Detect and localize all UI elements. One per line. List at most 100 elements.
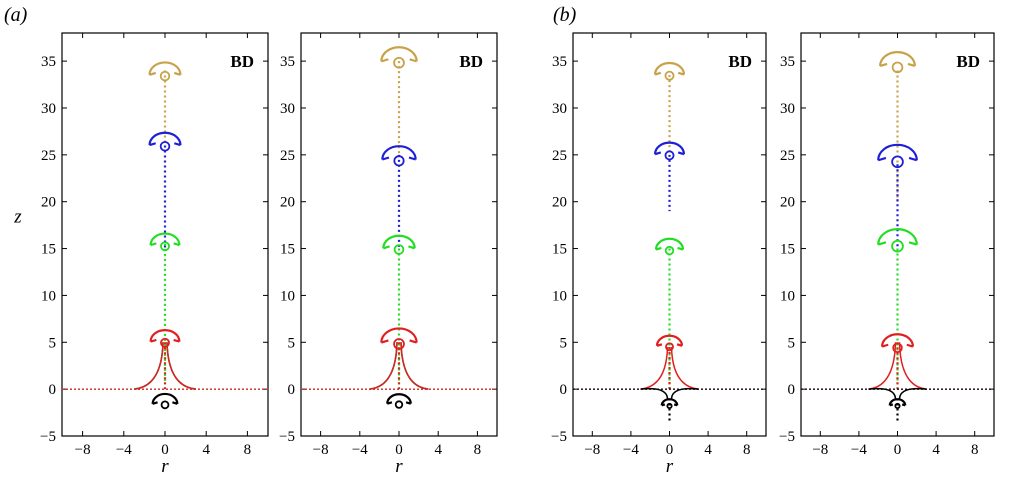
y-tick-label: 15 [780, 242, 795, 258]
series-red [573, 334, 766, 390]
cap-core [892, 342, 903, 354]
y-tick-label: −5 [279, 429, 295, 445]
cap-core [160, 400, 170, 410]
cap-core [891, 61, 904, 74]
series-black [386, 393, 412, 409]
x-tick-label: −4 [851, 442, 867, 458]
mushroom-cap [655, 334, 684, 347]
y-tick-label: 25 [780, 148, 795, 164]
bd-annotation: BD [459, 52, 483, 71]
y-tick-label: 30 [780, 101, 795, 117]
x-tick-label: 8 [971, 442, 979, 458]
mushroom-cap [880, 333, 915, 348]
y-tick-label: 35 [41, 54, 56, 70]
bd-annotation: BD [956, 52, 980, 71]
y-tick-label: 15 [41, 242, 56, 258]
meniscus [134, 342, 196, 390]
y-tick-label: 10 [552, 288, 567, 304]
y-tick-label: 20 [780, 195, 795, 211]
series-gold [879, 50, 916, 202]
x-tick-label: 8 [244, 442, 252, 458]
cap-core [891, 155, 904, 169]
series-green [654, 237, 685, 385]
x-tick-label: 0 [666, 442, 674, 458]
plot-area [62, 61, 268, 410]
x-tick-label: 4 [932, 442, 940, 458]
y-tick-label: 10 [280, 288, 295, 304]
series-blue [653, 141, 686, 212]
mushroom-cap [654, 237, 685, 251]
mushroom-cap [382, 234, 416, 250]
x-axis-label: r [161, 456, 169, 477]
y-tick-label: 20 [552, 195, 567, 211]
mushroom-cap [151, 392, 179, 405]
x-tick-label: 4 [434, 442, 442, 458]
cap-core [664, 245, 675, 256]
mushroom-cap [888, 398, 907, 407]
series-black [151, 392, 179, 410]
series-gold [148, 61, 182, 202]
y-tick-label: 0 [49, 382, 57, 398]
mushroom-cap [380, 46, 418, 63]
series-black [801, 387, 994, 422]
y-tick-label: 25 [552, 148, 567, 164]
y-tick-label: 10 [41, 288, 56, 304]
x-tick-label: 8 [474, 442, 482, 458]
x-tick-label: −8 [313, 442, 329, 458]
series-green [301, 234, 497, 390]
y-tick-label: 25 [280, 148, 295, 164]
mushroom-cap [380, 327, 418, 344]
series-green [62, 232, 268, 390]
y-tick-label: 10 [780, 288, 795, 304]
mushroom-cap [381, 145, 417, 161]
mushroom-cap [149, 232, 181, 247]
x-tick-label: −4 [352, 442, 368, 458]
cap-core [665, 342, 674, 352]
y-tick-label: −5 [779, 429, 795, 445]
x-tick-label: 0 [894, 442, 902, 458]
mushroom-cap [879, 50, 916, 68]
y-tick-label: 35 [780, 54, 795, 70]
y-tick-label: 35 [280, 54, 295, 70]
cap-core [393, 244, 405, 255]
meniscus [640, 387, 699, 399]
x-tick-label: 4 [202, 442, 210, 458]
x-tick-label: 0 [395, 442, 403, 458]
cap-core [894, 402, 901, 410]
cap-core [666, 402, 673, 410]
cap-core [891, 239, 904, 253]
meniscus [369, 342, 429, 390]
y-tick-label: 20 [41, 195, 56, 211]
y-tick-label: 5 [288, 335, 296, 351]
panel-b-label: (b) [553, 4, 577, 26]
chart-1: −5 0 5 10 15 20 25 30 35 −8 −4 0 4 8 r z BD [13, 32, 269, 477]
x-axis-label: r [395, 456, 403, 477]
y-tick-label: 0 [560, 382, 568, 398]
cap-core [159, 141, 171, 152]
x-tick-label: 4 [704, 442, 712, 458]
mushroom-cap [653, 141, 686, 156]
cap-core [160, 337, 170, 348]
x-tick-label: 0 [161, 442, 169, 458]
y-tick-label: 30 [280, 101, 295, 117]
y-tick-label: 5 [49, 335, 57, 351]
chart-4: −5 0 5 10 15 20 25 30 35 −8 −4 0 4 8 BD [779, 32, 995, 458]
series-red [301, 327, 497, 390]
x-tick-label: −4 [623, 442, 639, 458]
series-red [801, 333, 994, 390]
y-tick-label: −5 [551, 429, 567, 445]
y-tick-label: −5 [40, 429, 56, 445]
plot-area [801, 50, 994, 422]
y-axis-label: z [13, 206, 22, 227]
y-tick-label: 35 [552, 54, 567, 70]
y-tick-label: 5 [788, 335, 796, 351]
y-tick-label: 30 [41, 101, 56, 117]
mushroom-cap [660, 398, 679, 407]
x-tick-label: −4 [116, 442, 132, 458]
mushroom-cap [653, 61, 686, 76]
panel-a-label: (a) [4, 4, 28, 26]
y-tick-label: 0 [288, 382, 296, 398]
y-tick-label: 15 [280, 242, 295, 258]
